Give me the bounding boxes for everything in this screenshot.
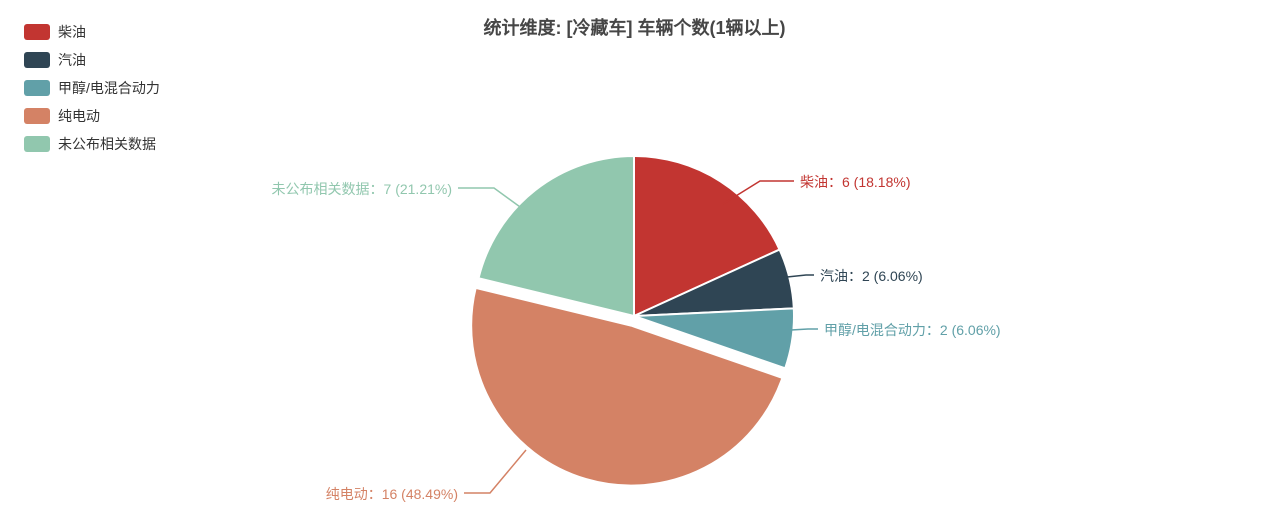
label-leader-line <box>791 329 818 330</box>
pie-slice-label: 汽油：2 (6.06%) <box>820 266 923 286</box>
pie-slice-label: 甲醇/电混合动力：2 (6.06%) <box>824 320 1001 340</box>
pie-chart <box>0 0 1269 515</box>
pie-slice-label: 柴油：6 (18.18%) <box>800 172 910 192</box>
label-leader-line <box>464 450 526 493</box>
pie-slice-label: 未公布相关数据：7 (21.21%) <box>272 179 452 199</box>
label-leader-line <box>787 275 814 277</box>
pie-slice-label: 纯电动：16 (48.49%) <box>326 484 458 504</box>
pie-slice[interactable] <box>479 156 634 316</box>
